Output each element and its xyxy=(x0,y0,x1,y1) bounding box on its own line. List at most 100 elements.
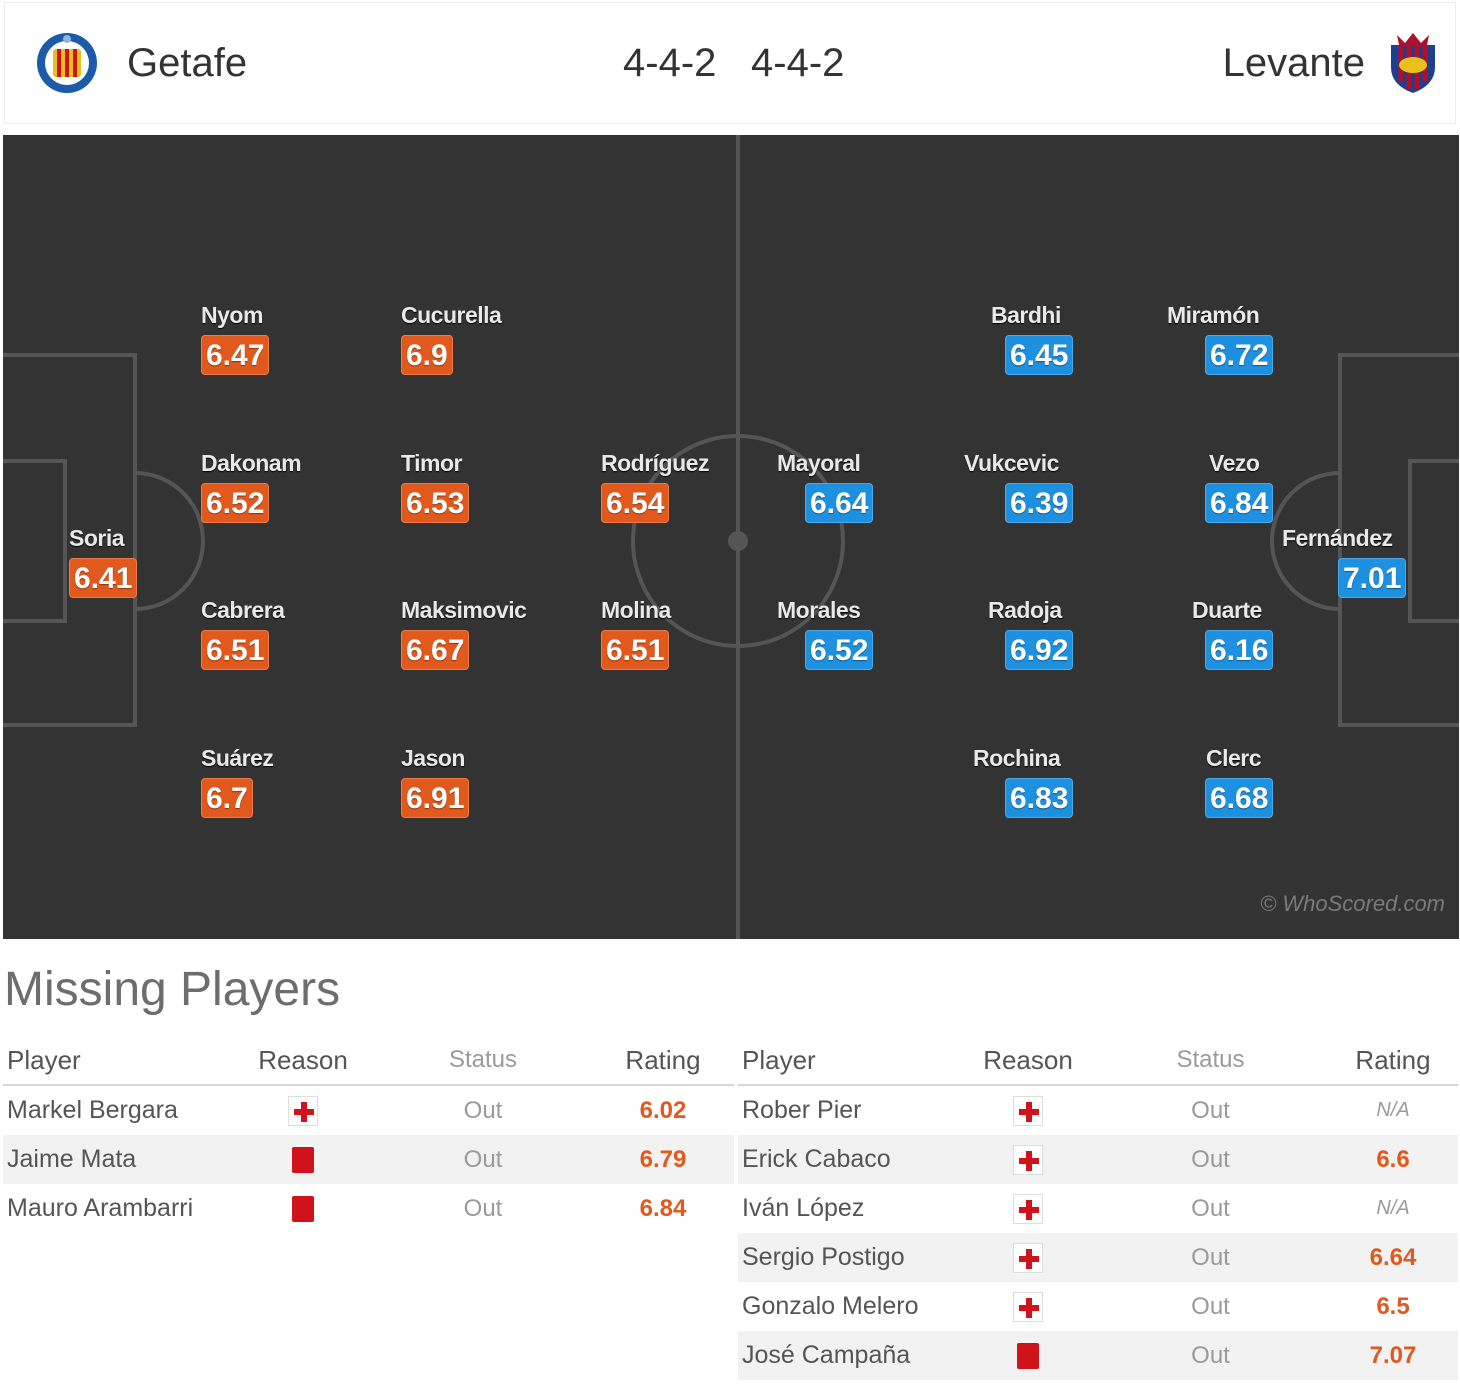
missing-player-name[interactable]: Mauro Arambarri xyxy=(7,1194,194,1222)
player-rating: 6.64 xyxy=(805,483,874,523)
player-rating: 7.01 xyxy=(1338,558,1407,598)
player-rating: 6.52 xyxy=(805,630,874,670)
player-name: Cucurella xyxy=(401,302,502,328)
player-name: Molina xyxy=(601,597,671,623)
player-rating: 6.45 xyxy=(1005,335,1074,375)
missing-status: Out xyxy=(1191,1243,1230,1271)
getafe-crest-icon[interactable] xyxy=(35,31,99,95)
home-formation: 4-4-2 xyxy=(623,41,717,85)
missing-player-name[interactable]: Jaime Mata xyxy=(7,1145,137,1173)
player-name: Soria xyxy=(69,525,125,551)
player-rating: 6.52 xyxy=(201,483,270,523)
player-name: Vezo xyxy=(1209,450,1260,476)
match-header: Getafe 4-4-2 4-4-2 Levante xyxy=(4,2,1456,124)
away-player-morales[interactable]: Morales 6.52 xyxy=(777,597,874,670)
away-player-rochina[interactable]: Rochina 6.83 xyxy=(973,745,1074,818)
missing-status: Out xyxy=(1191,1194,1230,1222)
player-name: Maksimovic xyxy=(401,597,527,623)
column-reason: Reason xyxy=(983,1044,1073,1075)
missing-status: Out xyxy=(1191,1096,1230,1124)
player-rating: 6.68 xyxy=(1205,778,1274,818)
pitch-lines xyxy=(3,135,1459,939)
home-player-cucurella[interactable]: Cucurella 6.9 xyxy=(401,302,502,375)
away-player-vukcevic[interactable]: Vukcevic 6.39 xyxy=(964,450,1074,523)
player-name: Nyom xyxy=(201,302,263,328)
away-player-bardhi[interactable]: Bardhi 6.45 xyxy=(991,302,1074,375)
home-team-name[interactable]: Getafe xyxy=(127,41,248,85)
player-name: Fernández xyxy=(1282,525,1393,551)
player-rating: 6.7 xyxy=(201,778,253,818)
table-row: Markel Bergara Out 6.02 xyxy=(3,1086,734,1135)
column-status: Status xyxy=(1176,1046,1245,1073)
player-rating: 6.67 xyxy=(401,630,470,670)
missing-rating: 6.6 xyxy=(1376,1145,1410,1173)
column-status: Status xyxy=(448,1046,518,1073)
player-name: Morales xyxy=(777,597,861,623)
player-name: Suárez xyxy=(201,745,274,771)
red-card-icon xyxy=(1017,1343,1039,1370)
away-player-duarte[interactable]: Duarte 6.16 xyxy=(1192,597,1274,670)
player-name: Rochina xyxy=(973,745,1061,771)
player-name: Bardhi xyxy=(991,302,1061,328)
away-player-vezo[interactable]: Vezo 6.84 xyxy=(1205,450,1274,523)
player-rating: 6.47 xyxy=(201,335,270,375)
home-player-soria[interactable]: Soria 6.41 xyxy=(69,525,138,598)
table-row: Gonzalo Melero Out 6.5 xyxy=(738,1282,1458,1331)
home-player-rodriguez[interactable]: Rodríguez 6.54 xyxy=(601,450,709,523)
table-header: Player Reason Status Rating xyxy=(738,1036,1458,1086)
missing-rating: N/A xyxy=(1376,1197,1410,1219)
table-row: Sergio Postigo Out 6.64 xyxy=(738,1233,1458,1282)
away-player-fernandez[interactable]: Fernández 7.01 xyxy=(1282,525,1407,598)
player-rating: 6.51 xyxy=(601,630,670,670)
missing-player-name[interactable]: Rober Pier xyxy=(742,1096,862,1124)
player-name: Clerc xyxy=(1206,745,1262,771)
missing-player-name[interactable]: José Campaña xyxy=(742,1341,911,1369)
home-player-suarez[interactable]: Suárez 6.7 xyxy=(201,745,274,818)
player-rating: 6.83 xyxy=(1005,778,1074,818)
table-header: Player Reason Status Rating xyxy=(3,1036,734,1086)
missing-rating: 7.07 xyxy=(1369,1341,1417,1369)
home-player-timor[interactable]: Timor 6.53 xyxy=(401,450,470,523)
injury-icon xyxy=(1013,1193,1043,1224)
player-name: Duarte xyxy=(1192,597,1262,623)
table-row: Jaime Mata Out 6.79 xyxy=(3,1135,734,1184)
home-player-molina[interactable]: Molina 6.51 xyxy=(601,597,671,670)
missing-rating: 6.79 xyxy=(639,1145,687,1173)
away-missing-table: Player Reason Status Rating Rober Pier O… xyxy=(738,1036,1458,1380)
missing-player-name[interactable]: Sergio Postigo xyxy=(742,1243,905,1271)
table-row: Mauro Arambarri Out 6.84 xyxy=(3,1184,734,1233)
home-player-dakonam[interactable]: Dakonam 6.52 xyxy=(201,450,302,523)
missing-player-name[interactable]: Erick Cabaco xyxy=(742,1145,891,1173)
missing-player-name[interactable]: Markel Bergara xyxy=(7,1096,178,1124)
injury-icon xyxy=(1013,1095,1043,1126)
away-player-radoja[interactable]: Radoja 6.92 xyxy=(988,597,1074,670)
missing-players-title: Missing Players xyxy=(4,963,341,1016)
missing-status: Out xyxy=(463,1096,503,1124)
player-rating: 6.16 xyxy=(1205,630,1274,670)
pitch: Soria 6.41 Nyom 6.47 Dakonam 6.52 Cabrer… xyxy=(3,135,1459,939)
levante-crest-icon[interactable] xyxy=(1381,31,1445,95)
player-rating: 6.53 xyxy=(401,483,470,523)
away-team-name[interactable]: Levante xyxy=(1222,41,1365,85)
away-player-mayoral[interactable]: Mayoral 6.64 xyxy=(777,450,874,523)
missing-rating: 6.84 xyxy=(639,1194,687,1222)
player-name: Miramón xyxy=(1167,302,1260,328)
missing-status: Out xyxy=(1191,1145,1230,1173)
missing-player-name[interactable]: Gonzalo Melero xyxy=(742,1292,919,1320)
player-rating: 6.51 xyxy=(201,630,270,670)
home-player-jason[interactable]: Jason 6.91 xyxy=(401,745,470,818)
player-rating: 6.9 xyxy=(401,335,453,375)
column-player: Player xyxy=(7,1044,81,1075)
home-player-nyom[interactable]: Nyom 6.47 xyxy=(201,302,270,375)
table-row: Rober Pier Out N/A xyxy=(738,1086,1458,1135)
away-player-miramon[interactable]: Miramón 6.72 xyxy=(1167,302,1274,375)
home-player-cabrera[interactable]: Cabrera 6.51 xyxy=(201,597,285,670)
missing-rating: N/A xyxy=(1376,1099,1410,1121)
injury-icon xyxy=(1013,1291,1043,1322)
missing-player-name[interactable]: Iván López xyxy=(742,1194,865,1222)
player-name: Vukcevic xyxy=(964,450,1059,476)
away-player-clerc[interactable]: Clerc 6.68 xyxy=(1205,745,1274,818)
home-player-maksimovic[interactable]: Maksimovic 6.67 xyxy=(401,597,527,670)
away-formation: 4-4-2 xyxy=(751,41,845,85)
player-rating: 6.39 xyxy=(1005,483,1074,523)
